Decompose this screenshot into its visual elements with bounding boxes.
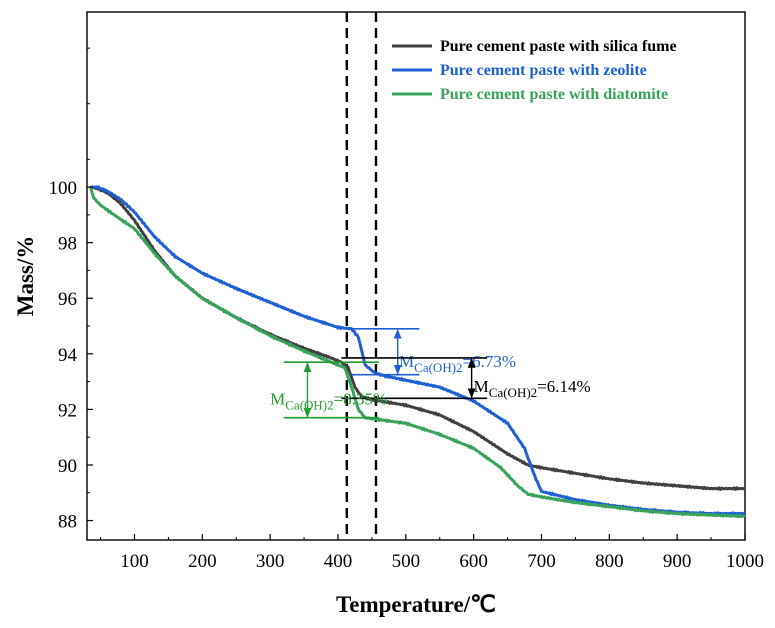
y-tick-label: 92 [58,400,77,421]
x-tick-label: 600 [459,551,488,572]
plot-frame [86,11,746,541]
x-tick-label: 200 [188,551,217,572]
series-line-2 [90,185,746,516]
legend-label-1: Pure cement paste with silica fume [440,38,677,55]
annotation-label-value: =6.73% [463,352,517,371]
y-tick-label: 100 [49,178,78,199]
annotation-label-sub: Ca(OH)2 [489,385,537,400]
x-tick-label: 100 [120,551,149,572]
x-tick-label: 500 [392,551,421,572]
annotation-label-main: M [399,352,414,371]
annotation-label: MCa(OH)2=6.14% [474,377,591,400]
annotation-label-value: =8.35% [334,389,388,408]
annotation-label-value: =6.14% [537,377,591,396]
series-line-1 [90,185,746,491]
series-line-3 [88,186,746,519]
legend-label-3: Pure cement paste with diatomite [440,86,668,103]
y-tick-label: 98 [58,234,77,255]
annotation-label-main: M [474,377,489,396]
annotation-label-sub: Ca(OH)2 [285,397,333,412]
y-axis-title: Mass/% [13,236,38,317]
x-tick-label: 800 [595,551,624,572]
y-tick-label: 94 [58,345,78,366]
x-tick-label: 900 [663,551,692,572]
x-axis-title: Temperature/℃ [336,592,496,617]
annotation-label: MCa(OH)2=6.73% [399,352,516,375]
y-tick-label: 90 [58,456,77,477]
x-tick-label: 300 [256,551,285,572]
annotation-label: MCa(OH)2=8.35% [270,389,387,412]
x-tick-label: 700 [527,551,556,572]
legend-label-2: Pure cement paste with zeolite [440,62,647,79]
annotation-label-sub: Ca(OH)2 [414,360,462,375]
y-tick-label: 88 [58,512,77,533]
x-tick-label: 400 [324,551,353,572]
y-tick-label: 96 [58,289,77,310]
x-tick-label: 1000 [726,551,764,572]
annotation-label-main: M [270,389,285,408]
